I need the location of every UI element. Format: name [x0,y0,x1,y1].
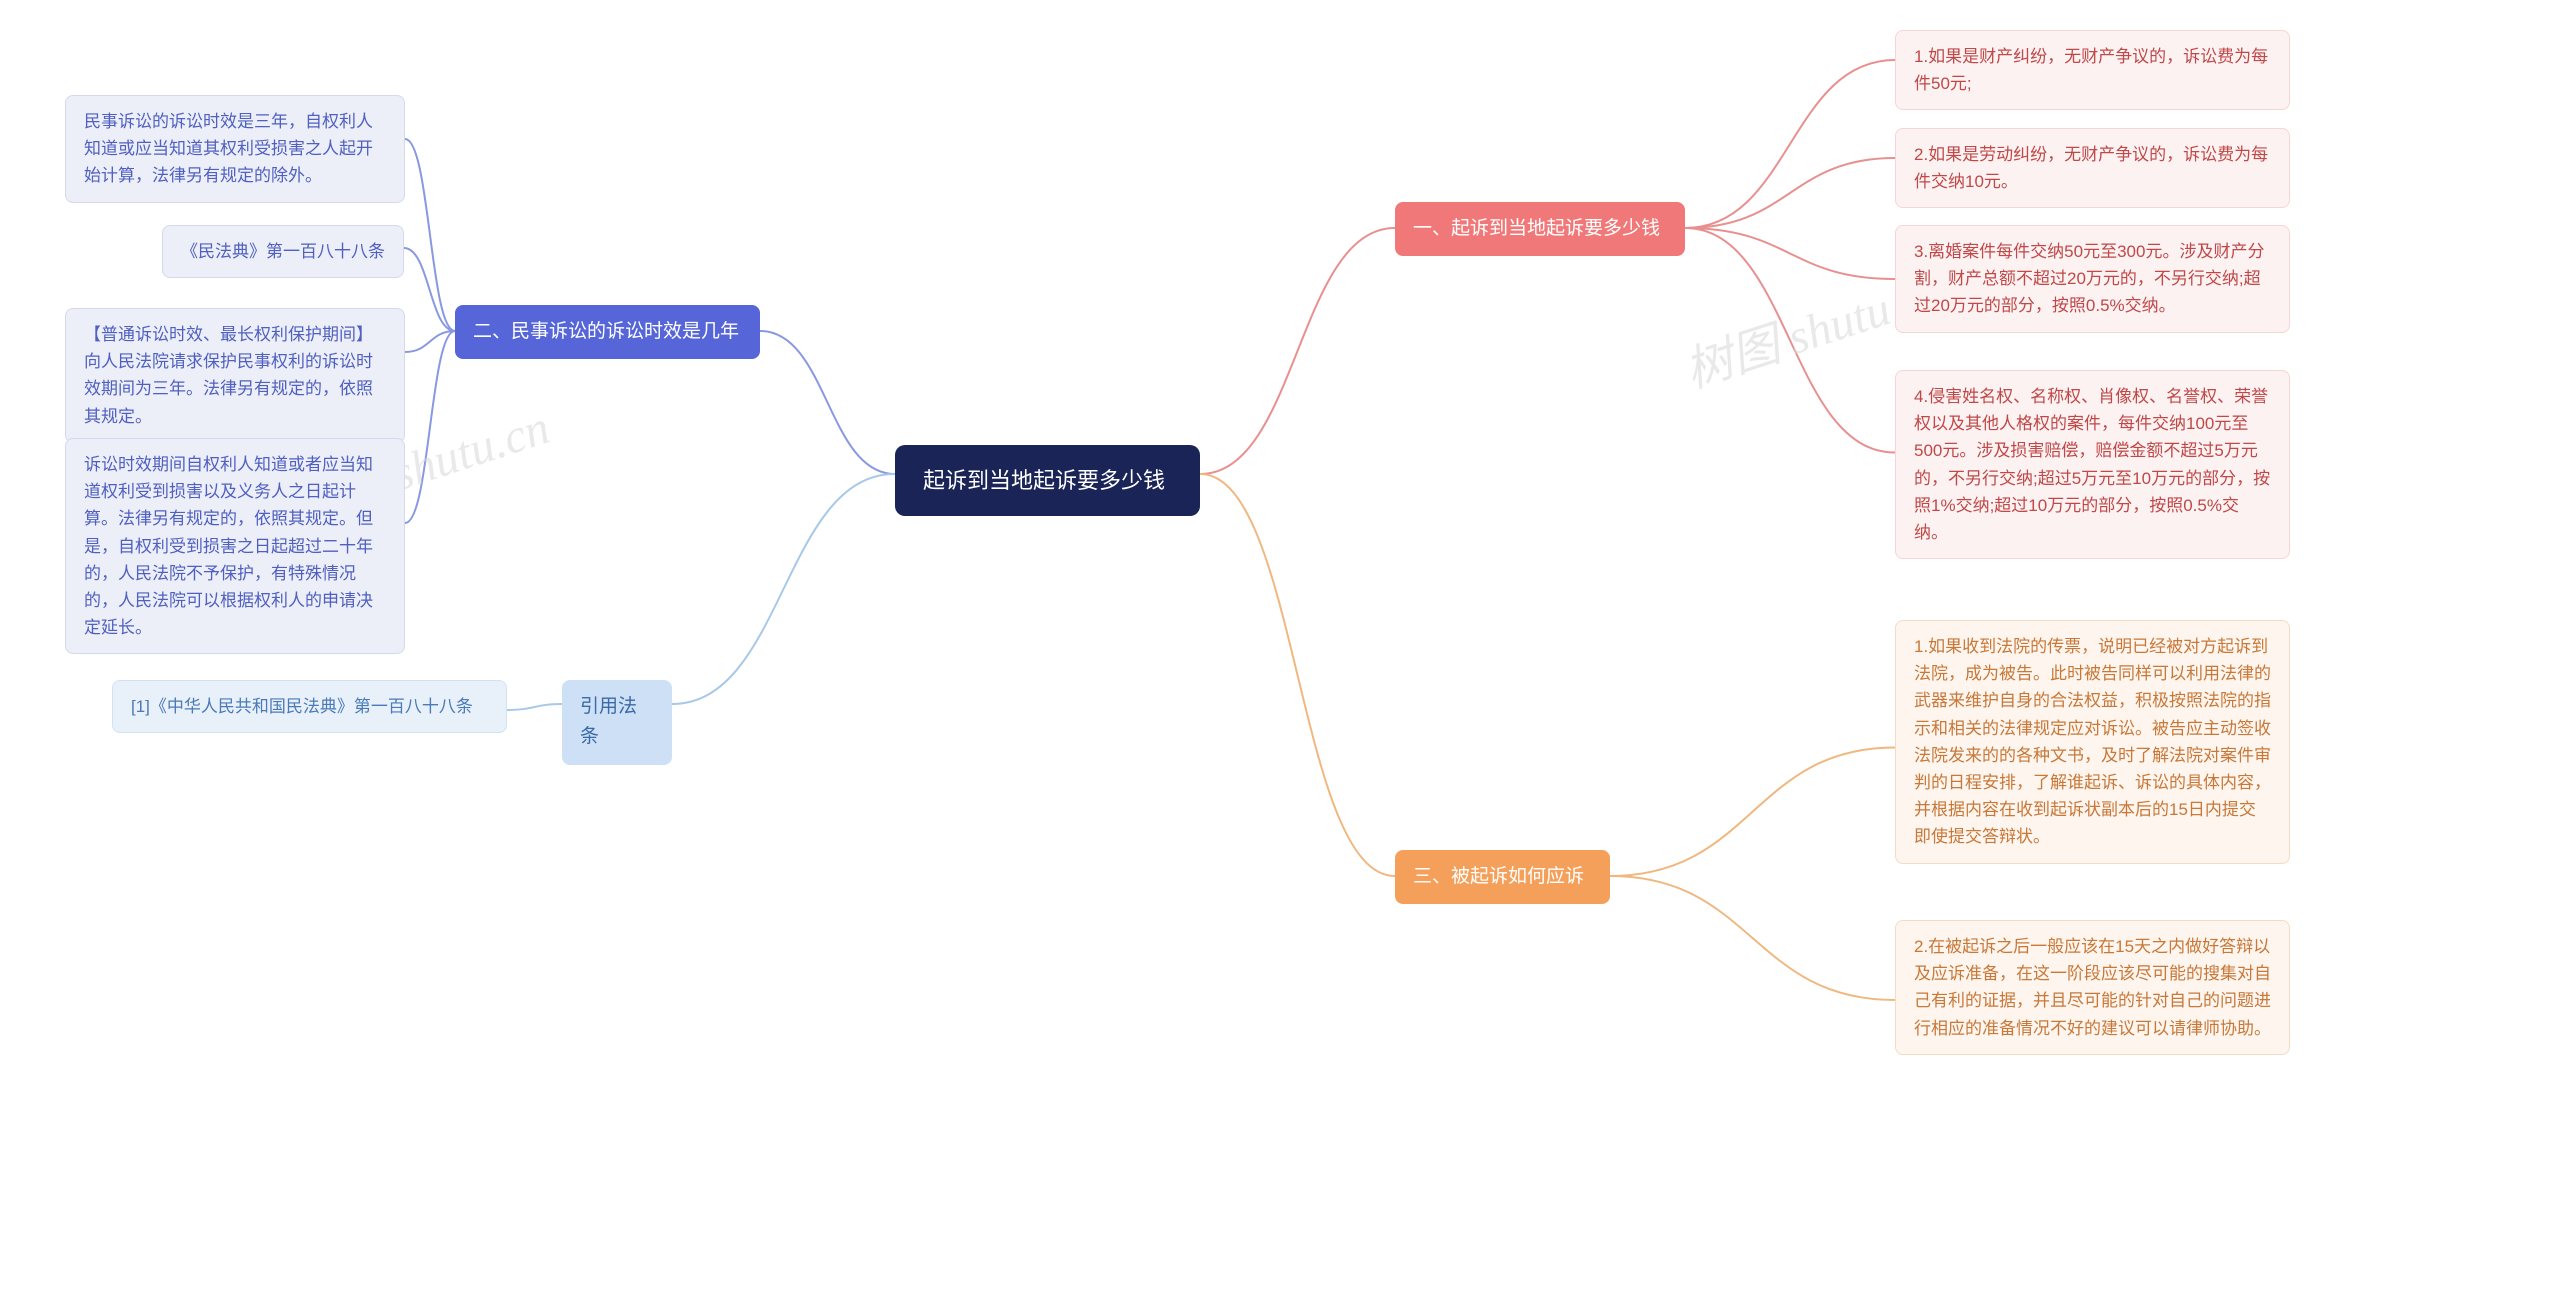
leaf-node: 2.如果是劳动纠纷，无财产争议的，诉讼费为每件交纳10元。 [1895,128,2290,208]
leaf-node: 诉讼时效期间自权利人知道或者应当知道权利受到损害以及义务人之日起计算。法律另有规… [65,438,405,654]
branch-node: 二、民事诉讼的诉讼时效是几年 [455,305,760,359]
leaf-node: 1.如果收到法院的传票，说明已经被对方起诉到法院，成为被告。此时被告同样可以利用… [1895,620,2290,864]
branch-node: 一、起诉到当地起诉要多少钱 [1395,202,1685,256]
branch-node: 三、被起诉如何应诉 [1395,850,1610,904]
leaf-node: [1]《中华人民共和国民法典》第一百八十八条 [112,680,507,733]
root-node: 起诉到当地起诉要多少钱 [895,445,1200,516]
leaf-node: 【普通诉讼时效、最长权利保护期间】向人民法院请求保护民事权利的诉讼时效期间为三年… [65,308,405,443]
leaf-node: 3.离婚案件每件交纳50元至300元。涉及财产分割，财产总额不超过20万元的，不… [1895,225,2290,333]
leaf-node: 4.侵害姓名权、名称权、肖像权、名誉权、荣誉权以及其他人格权的案件，每件交纳10… [1895,370,2290,559]
leaf-node: 2.在被起诉之后一般应该在15天之内做好答辩以及应诉准备，在这一阶段应该尽可能的… [1895,920,2290,1055]
leaf-node: 民事诉讼的诉讼时效是三年，自权利人知道或应当知道其权利受损害之人起开始计算，法律… [65,95,405,203]
leaf-node: 《民法典》第一百八十八条 [162,225,404,278]
branch-node: 引用法条 [562,680,672,765]
watermark-b: 树图 shutu [1674,269,1897,401]
leaf-node: 1.如果是财产纠纷，无财产争议的，诉讼费为每件50元; [1895,30,2290,110]
